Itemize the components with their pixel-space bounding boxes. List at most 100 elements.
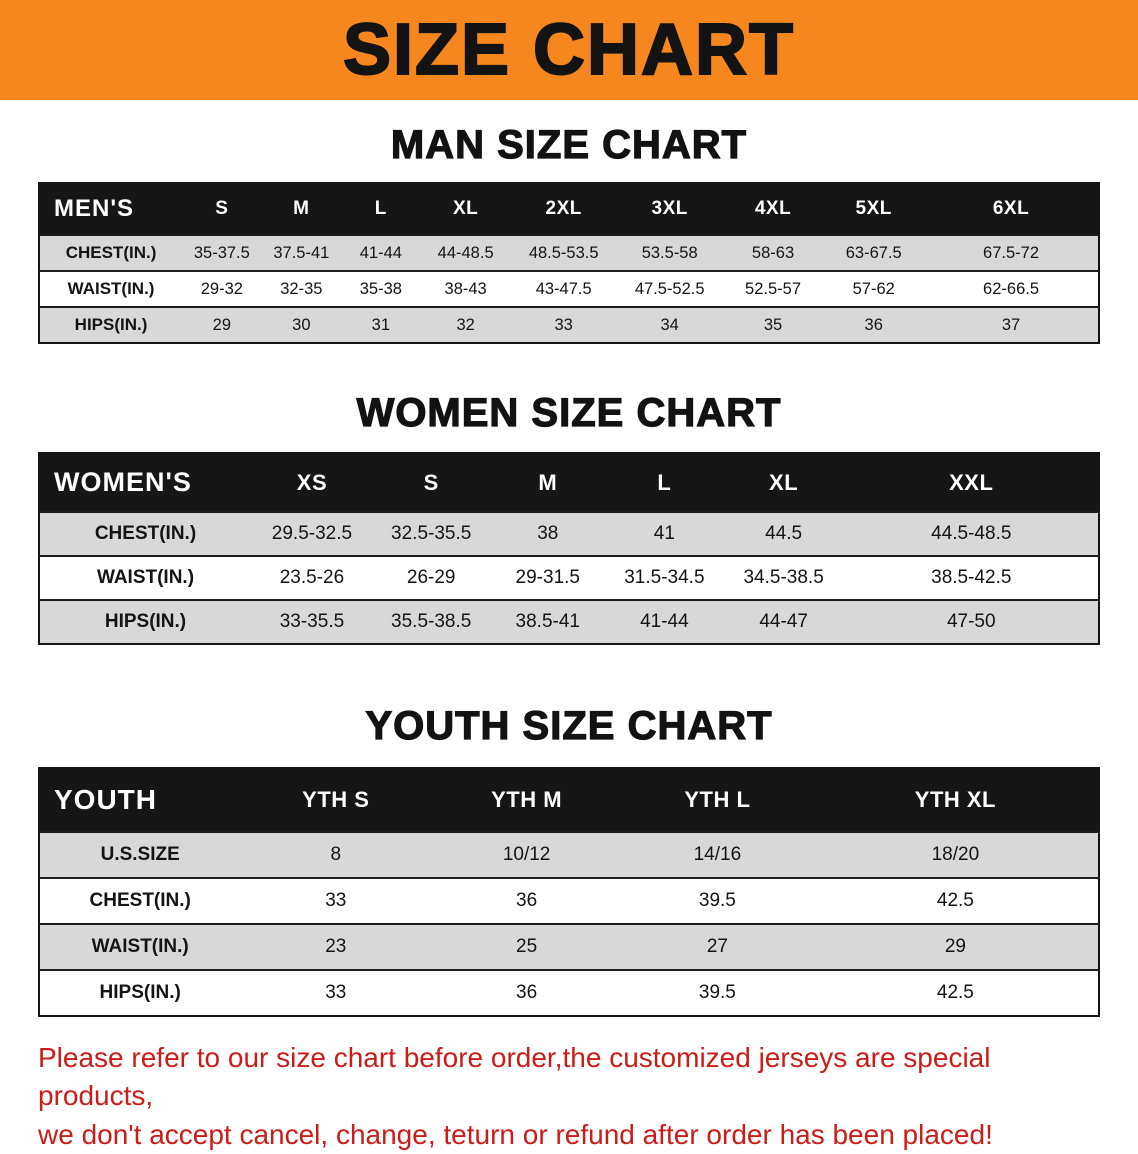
row-label-cell: U.S.SIZE (100, 844, 180, 865)
value-cell: 39.5 (698, 890, 736, 911)
value-cell: 35 (763, 315, 783, 334)
value-cell: 14/16 (693, 844, 742, 865)
measurement-row: CHEST(IN.) 29.5-32.5 32.5-35.5 38 41 44.5 44.5… (39, 512, 1099, 556)
row-label-cell: CHEST(IN.) (89, 890, 191, 911)
value-cell: 44-47 (759, 611, 808, 632)
value-cell: 18/20 (931, 844, 980, 865)
women-section-heading: WOMEN SIZE CHART (356, 390, 782, 435)
table-title-cell: YOUTH (54, 784, 157, 815)
size-column-header: XXL (949, 469, 994, 495)
value-cell: 35-38 (359, 279, 402, 298)
measurement-row: WAIST(IN.) 29-32 32-35 35-38 38-43 43-47.5 47.… (39, 271, 1099, 307)
value-cell: 33 (325, 982, 347, 1003)
content: MAN SIZE CHART MEN'S S M L XL 2XL 3XL 4XL 5XL 6XL… (0, 122, 1138, 1154)
size-column-header: M (538, 469, 558, 495)
value-cell: 30 (292, 315, 311, 334)
table-title-cell: WOMEN'S (54, 467, 192, 497)
measurement-row: CHEST(IN.) 33 36 39.5 42.5 (39, 878, 1099, 924)
value-cell: 36 (516, 890, 538, 911)
value-cell: 33 (554, 315, 573, 334)
size-column-header: 6XL (992, 198, 1030, 219)
value-cell: 42.5 (936, 982, 974, 1003)
value-cell: 67.5-72 (983, 243, 1040, 262)
header-row: MEN'S S M L XL 2XL 3XL 4XL 5XL 6XL (39, 183, 1099, 235)
value-cell: 36 (516, 982, 538, 1003)
value-cell: 53.5-58 (641, 243, 698, 262)
value-cell: 29-31.5 (515, 567, 580, 588)
size-column-header: L (657, 469, 672, 495)
value-cell: 26-29 (406, 567, 456, 588)
value-cell: 38.5-41 (515, 611, 580, 632)
row-label-cell: HIPS(IN.) (104, 611, 187, 632)
size-column-header: S (215, 198, 229, 219)
measurement-row: HIPS(IN.) 33 36 39.5 42.5 (39, 970, 1099, 1016)
value-cell: 25 (516, 936, 538, 957)
youth-section-heading: YOUTH SIZE CHART (365, 703, 773, 748)
size-column-header: YTH S (302, 787, 370, 812)
value-cell: 38.5-42.5 (931, 567, 1012, 588)
page-title: SIZE CHART (342, 10, 795, 90)
size-column-header: 5XL (855, 198, 892, 219)
row-label-cell: WAIST(IN.) (91, 936, 189, 957)
table-title-cell: MEN'S (54, 195, 135, 222)
value-cell: 32.5-35.5 (391, 523, 472, 544)
header-row: YOUTH YTH S YTH M YTH L YTH XL (39, 768, 1099, 832)
value-cell: 38-43 (444, 279, 487, 298)
value-cell: 29-32 (200, 279, 243, 298)
row-label-cell: HIPS(IN.) (74, 315, 148, 334)
value-cell: 29 (212, 315, 232, 334)
size-column-header: YTH M (491, 787, 563, 812)
size-column-header: YTH XL (914, 787, 996, 812)
value-cell: 48.5-53.5 (528, 243, 599, 262)
row-label-cell: WAIST(IN.) (67, 279, 155, 298)
value-cell: 29 (944, 936, 966, 957)
value-cell: 52.5-57 (745, 279, 802, 298)
measurement-row: HIPS(IN.) 33-35.5 35.5-38.5 38.5-41 41-44 44-… (39, 600, 1099, 644)
men-size-section: MAN SIZE CHART MEN'S S M L XL 2XL 3XL 4XL 5XL 6XL… (38, 122, 1100, 344)
value-cell: 31 (371, 315, 391, 334)
value-cell: 29.5-32.5 (271, 523, 353, 544)
header-row: WOMEN'S XS S M L XL XXL (39, 453, 1099, 512)
measurement-row: WAIST(IN.) 23.5-26 26-29 29-31.5 31.5-34.5 34… (39, 556, 1099, 600)
value-cell: 38 (537, 523, 559, 544)
size-column-header: XS (296, 469, 328, 495)
value-cell: 43-47.5 (535, 279, 592, 298)
value-cell: 35.5-38.5 (391, 611, 472, 632)
value-cell: 32 (456, 315, 475, 334)
value-cell: 41-44 (640, 611, 689, 632)
value-cell: 34 (660, 315, 679, 334)
value-cell: 10/12 (502, 844, 551, 865)
row-label-cell: CHEST(IN.) (65, 243, 157, 262)
women-size-table: WOMEN'S XS S M L XL XXL CHEST(IN.) 29.5-32.5 32.5… (38, 452, 1100, 645)
value-cell: 44.5-48.5 (931, 523, 1012, 544)
value-cell: 58-63 (751, 243, 795, 262)
value-cell: 33-35.5 (279, 611, 345, 632)
value-cell: 62-66.5 (983, 279, 1040, 298)
size-column-header: L (374, 198, 387, 219)
value-cell: 44.5 (765, 523, 803, 544)
value-cell: 57-62 (852, 279, 895, 298)
measurement-row: HIPS(IN.) 29 30 31 32 33 34 35 36 37 (39, 307, 1099, 343)
value-cell: 47.5-52.5 (634, 279, 705, 298)
youth-size-table: YOUTH YTH S YTH M YTH L YTH XL U.S.SIZE 8 10/12… (38, 767, 1100, 1017)
measurement-row: WAIST(IN.) 23 25 27 29 (39, 924, 1099, 970)
value-cell: 47-50 (946, 611, 996, 632)
value-cell: 33 (325, 890, 347, 911)
value-cell: 39.5 (698, 982, 736, 1003)
value-cell: 37.5-41 (273, 243, 330, 262)
value-cell: 44-48.5 (437, 243, 494, 262)
value-cell: 23 (325, 936, 347, 957)
disclaimer-line-1: Please refer to our size chart before or… (38, 1042, 991, 1112)
value-cell: 23.5-26 (279, 567, 345, 588)
men-section-heading: MAN SIZE CHART (390, 122, 748, 167)
disclaimer-note: Please refer to our size chart before or… (38, 1039, 1100, 1154)
value-cell: 41-44 (359, 243, 402, 262)
size-column-header: 2XL (545, 198, 582, 219)
size-column-header: 3XL (651, 198, 688, 219)
value-cell: 27 (706, 936, 728, 957)
size-column-header: YTH L (684, 787, 751, 812)
measurement-row: CHEST(IN.) 35-37.5 37.5-41 41-44 44-48.5 48.5… (39, 235, 1099, 271)
size-column-header: XL (453, 198, 479, 219)
value-cell: 32-35 (280, 279, 323, 298)
value-cell: 36 (864, 315, 883, 334)
